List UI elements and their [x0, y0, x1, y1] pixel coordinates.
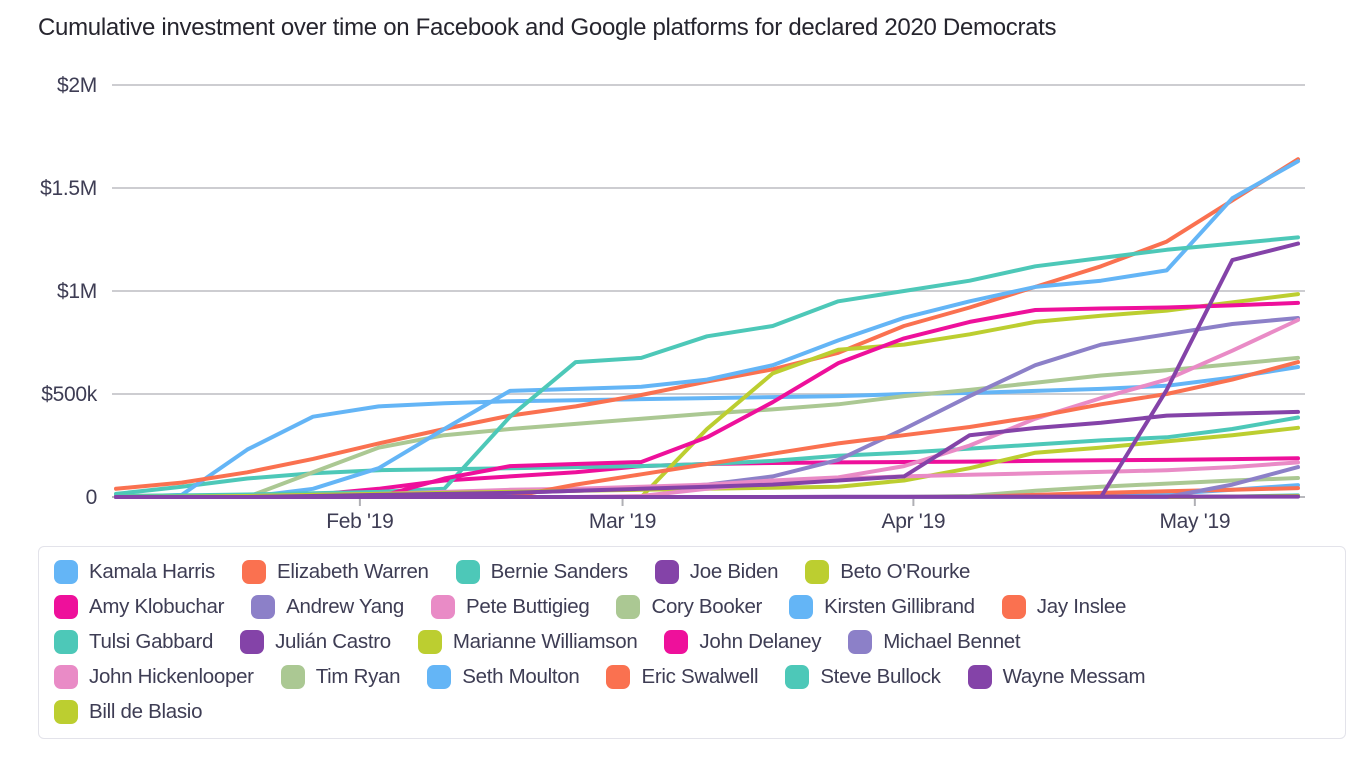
legend-swatch-wayne-messam: [967, 665, 992, 689]
legend-item-juli-n-castro[interactable]: Julián Castro: [240, 630, 391, 654]
line-cory-booker[interactable]: [114, 355, 1300, 499]
y-axis-label-0: 0: [86, 486, 97, 509]
legend-swatch-beto-o-rourke: [805, 560, 830, 584]
legend-label-beto-o-rourke: Beto O'Rourke: [840, 560, 971, 583]
legend-item-pete-buttigieg[interactable]: Pete Buttigieg: [431, 595, 590, 619]
legend-swatch-bill-de-blasio: [54, 700, 78, 724]
legend-swatch-marianne-williamson: [417, 630, 442, 654]
legend-item-bernie-sanders[interactable]: Bernie Sanders: [455, 560, 628, 584]
legend-item-wayne-messam[interactable]: Wayne Messam: [967, 665, 1146, 689]
legend-item-marianne-williamson[interactable]: Marianne Williamson: [417, 630, 638, 654]
legend-item-seth-moulton[interactable]: Seth Moulton: [427, 665, 580, 689]
line-chart: $2M $1.5M $1M $500k 0 Feb '19 Mar '19 Apr '19 Ma…: [40, 74, 1305, 533]
legend-item-kirsten-gillibrand[interactable]: Kirsten Gillibrand: [789, 595, 975, 619]
y-axis-label-500k: $500k: [41, 383, 98, 406]
legend-label-steve-bullock: Steve Bullock: [820, 665, 941, 688]
legend-label-jay-inslee: Jay Inslee: [1036, 595, 1127, 618]
legend-swatch-john-hickenlooper: [54, 665, 78, 689]
legend-item-eric-swalwell[interactable]: Eric Swalwell: [606, 665, 759, 689]
x-axis-label-apr-19: Apr '19: [881, 510, 945, 533]
x-axis-label-mar-19: Mar '19: [589, 510, 656, 533]
legend-label-wayne-messam: Wayne Messam: [1002, 665, 1146, 688]
legend-label-tulsi-gabbard: Tulsi Gabbard: [89, 630, 214, 653]
legend-label-john-delaney: John Delaney: [699, 630, 822, 653]
legend-item-tulsi-gabbard[interactable]: Tulsi Gabbard: [54, 630, 213, 654]
legend-item-jay-inslee[interactable]: Jay Inslee: [1001, 595, 1127, 619]
legend-label-juli-n-castro: Julián Castro: [275, 630, 391, 653]
legend-label-marianne-williamson: Marianne Williamson: [452, 630, 638, 653]
legend-swatch-cory-booker: [616, 595, 641, 619]
legend-label-amy-klobuchar: Amy Klobuchar: [89, 595, 225, 618]
legend-swatch-jay-inslee: [1001, 595, 1026, 619]
legend-label-eric-swalwell: Eric Swalwell: [641, 665, 759, 688]
legend-swatch-andrew-yang: [251, 595, 276, 619]
legend-label-bernie-sanders: Bernie Sanders: [490, 560, 628, 583]
x-axis-label-feb-19: Feb '19: [326, 510, 393, 533]
legend-row-3: Tulsi Gabbard Julián Castro Marianne Willi…: [54, 630, 1330, 654]
legend-label-cory-booker: Cory Booker: [651, 595, 763, 618]
legend-swatch-seth-moulton: [427, 665, 452, 689]
legend-item-cory-booker[interactable]: Cory Booker: [616, 595, 762, 619]
legend-swatch-kirsten-gillibrand: [789, 595, 814, 619]
legend-item-steve-bullock[interactable]: Steve Bullock: [785, 665, 941, 689]
legend-label-elizabeth-warren: Elizabeth Warren: [276, 560, 429, 583]
legend-swatch-steve-bullock: [785, 665, 810, 689]
legend-label-tim-ryan: Tim Ryan: [315, 665, 401, 688]
y-axis-label-2m: $2M: [57, 74, 97, 97]
legend-item-andrew-yang[interactable]: Andrew Yang: [251, 595, 404, 619]
legend-swatch-tim-ryan: [280, 665, 305, 689]
legend-row-4: John Hickenlooper Tim Ryan Seth Moulton Eri…: [54, 665, 1330, 689]
legend-swatch-michael-bennet: [848, 630, 873, 654]
y-axis-label-1m: $1M: [57, 280, 97, 303]
legend-swatch-bernie-sanders: [455, 560, 480, 584]
legend-row-2: Amy Klobuchar Andrew Yang Pete Buttigieg Co…: [54, 595, 1330, 619]
legend-item-tim-ryan[interactable]: Tim Ryan: [280, 665, 401, 689]
legend-swatch-pete-buttigieg: [431, 595, 455, 619]
legend-swatch-john-delaney: [664, 630, 689, 654]
legend-item-john-hickenlooper[interactable]: John Hickenlooper: [54, 665, 254, 689]
legend-row-5: Bill de Blasio: [54, 700, 1330, 724]
line-kamala-harris[interactable]: [114, 159, 1300, 499]
legend-item-amy-klobuchar[interactable]: Amy Klobuchar: [54, 595, 224, 619]
legend-swatch-amy-klobuchar: [54, 595, 78, 619]
legend-label-michael-bennet: Michael Bennet: [883, 630, 1021, 653]
legend-label-bill-de-blasio: Bill de Blasio: [89, 700, 203, 723]
legend-item-michael-bennet[interactable]: Michael Bennet: [848, 630, 1021, 654]
legend-label-joe-biden: Joe Biden: [689, 560, 779, 583]
legend-item-kamala-harris[interactable]: Kamala Harris: [54, 560, 215, 584]
legend-item-bill-de-blasio[interactable]: Bill de Blasio: [54, 700, 202, 724]
legend-swatch-eric-swalwell: [606, 665, 631, 689]
legend-swatch-tulsi-gabbard: [54, 630, 78, 654]
x-axis-label-may-19: May '19: [1159, 510, 1230, 533]
legend-label-kirsten-gillibrand: Kirsten Gillibrand: [824, 595, 975, 618]
legend-swatch-joe-biden: [654, 560, 679, 584]
line-kirsten-gillibrand[interactable]: [114, 365, 1300, 499]
legend-swatch-kamala-harris: [54, 560, 78, 584]
y-axis-label-1-5m: $1.5M: [40, 177, 97, 200]
legend-label-seth-moulton: Seth Moulton: [462, 665, 580, 688]
chart-title: Cumulative investment over time on Faceb…: [38, 14, 1057, 41]
legend-label-john-hickenlooper: John Hickenlooper: [89, 665, 254, 688]
legend-row-1: Kamala Harris Elizabeth Warren Bernie Sand…: [54, 560, 1330, 584]
legend-swatch-elizabeth-warren: [241, 560, 266, 584]
legend-label-kamala-harris: Kamala Harris: [89, 560, 215, 583]
legend-item-beto-o-rourke[interactable]: Beto O'Rourke: [805, 560, 970, 584]
legend-label-pete-buttigieg: Pete Buttigieg: [466, 595, 590, 618]
chart-legend: Kamala Harris Elizabeth Warren Bernie Sand…: [38, 546, 1346, 739]
legend-item-elizabeth-warren[interactable]: Elizabeth Warren: [241, 560, 429, 584]
legend-item-john-delaney[interactable]: John Delaney: [664, 630, 821, 654]
legend-label-andrew-yang: Andrew Yang: [286, 595, 404, 618]
legend-swatch-juli-n-castro: [240, 630, 265, 654]
legend-item-joe-biden[interactable]: Joe Biden: [654, 560, 779, 584]
